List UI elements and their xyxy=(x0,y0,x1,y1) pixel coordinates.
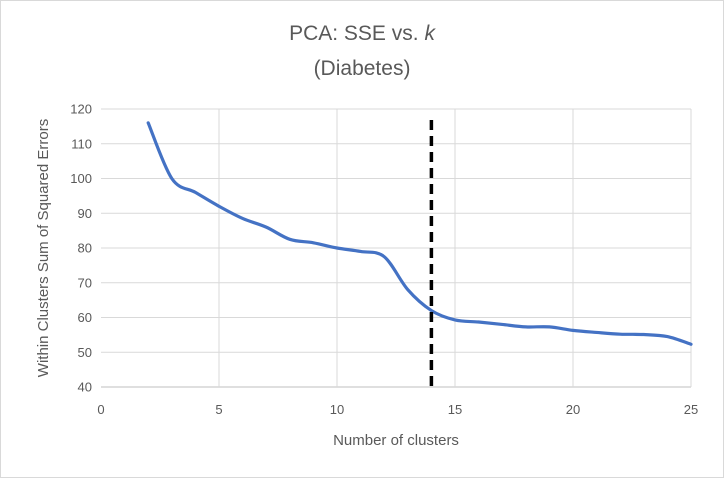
gridlines xyxy=(101,108,692,388)
chart-subtitle: (Diabetes) xyxy=(314,57,411,80)
y-tick-label: 120 xyxy=(70,102,92,117)
series-layer xyxy=(146,121,693,346)
y-tick-label: 50 xyxy=(78,345,92,360)
y-tick-label: 90 xyxy=(78,206,92,221)
y-tick-label: 100 xyxy=(70,171,92,186)
x-tick-label: 20 xyxy=(566,402,580,417)
x-axis-title: Number of clusters xyxy=(333,432,459,449)
y-tick-label: 110 xyxy=(71,136,92,151)
y-tick-label: 40 xyxy=(78,380,92,395)
sse-series-line xyxy=(146,121,693,346)
x-tick-label: 0 xyxy=(97,402,104,417)
y-tick-label: 60 xyxy=(78,310,92,325)
chart-title: PCA: SSE vs. k xyxy=(289,22,436,45)
y-axis-title: Within Clusters Sum of Squared Errors xyxy=(35,119,52,377)
x-tick-label: 15 xyxy=(448,402,462,417)
tick-labels: 40 50 60 70 80 90 100 110 120 0 5 10 15 20 25 xyxy=(70,102,698,418)
x-tick-label: 10 xyxy=(330,402,344,417)
y-tick-label: 80 xyxy=(78,241,92,256)
x-tick-label: 5 xyxy=(215,402,222,417)
x-tick-label: 25 xyxy=(684,402,698,417)
y-tick-label: 70 xyxy=(78,275,92,290)
